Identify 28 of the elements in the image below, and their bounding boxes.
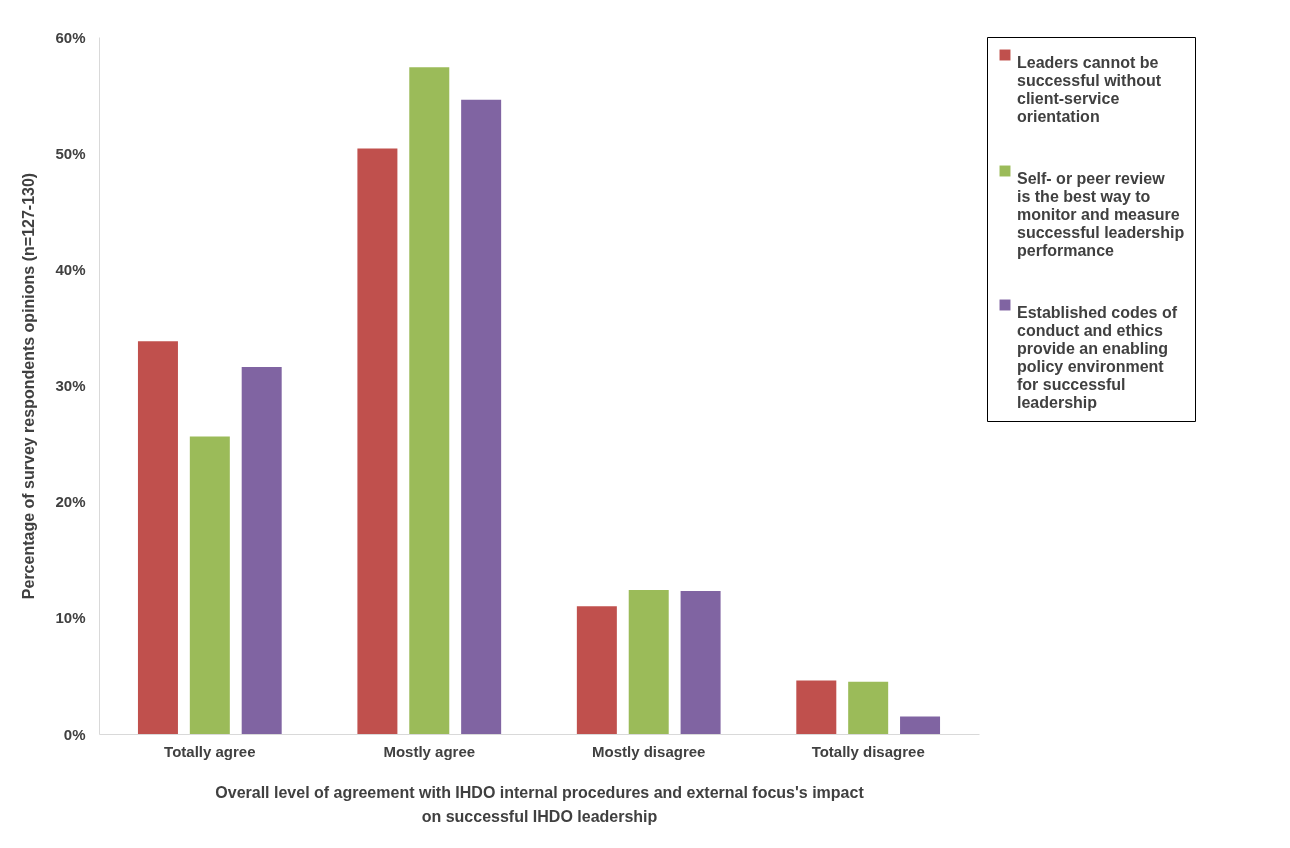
x-tick-label: Mostly agree (383, 742, 476, 760)
bar (848, 681, 889, 734)
y-tick-label: 60% (55, 28, 86, 46)
bar (796, 680, 837, 734)
y-tick-label: 40% (55, 260, 86, 278)
bar (409, 67, 450, 734)
bar (357, 148, 398, 734)
x-tick-label: Totally agree (164, 742, 256, 760)
bar (900, 716, 941, 734)
legend-label: Established codes of conduct and ethics provide an enabling policy environment for successful leadership (1017, 304, 1178, 411)
bar (628, 589, 669, 734)
bar (461, 99, 502, 734)
y-axis-title: Percentage of survey respondents opinions (n=127-130) (20, 172, 38, 600)
bar (137, 341, 178, 734)
y-tick-label: 50% (55, 144, 86, 162)
bar (241, 366, 282, 734)
y-tick-label: 0% (63, 725, 86, 743)
bar (576, 606, 617, 734)
y-tick-label: 20% (55, 493, 86, 511)
y-tick-label: 30% (55, 377, 86, 394)
y-tick-label: 10% (55, 609, 86, 627)
legend-label: Self- or peer review is the best way to monitor and measure successful leadership performance (1017, 170, 1185, 259)
bar (680, 591, 721, 734)
bar (189, 436, 230, 734)
x-tick-label: Totally disagree (811, 742, 925, 760)
x-tick-label: Mostly disagree (592, 742, 706, 760)
legend-label: Leaders cannot be successful without client-service orientation (1017, 54, 1162, 125)
x-axis-title: Overall level of agreement with IHDO internal procedures and external focus's impact on successful IHDO leadership (215, 783, 865, 825)
